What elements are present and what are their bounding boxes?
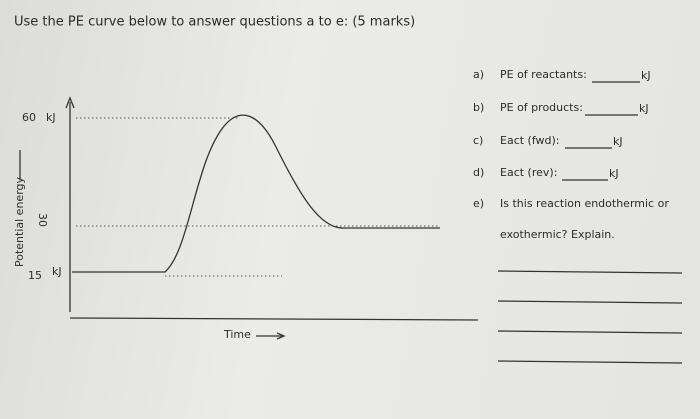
letter: b) [473, 101, 484, 114]
letter: e) [473, 197, 484, 210]
question-c: c) Eact (fwd): kJ [473, 134, 623, 149]
x-axis-label: Time [223, 328, 251, 341]
answer-line [497, 270, 683, 274]
label-arrow [276, 332, 286, 340]
x-axis [69, 317, 479, 321]
title: Use the PE curve below to answer questio… [14, 15, 415, 30]
question-text: PE of products: [500, 101, 583, 114]
unit: kJ [639, 102, 649, 115]
letter: d) [473, 166, 484, 179]
question-e: e) Is this reaction endothermic or exoth… [473, 197, 669, 241]
question-b: b) PE of products: kJ [473, 101, 649, 116]
level-unit: kJ [52, 265, 62, 278]
question-text: PE of reactants: [500, 68, 587, 81]
question-text: Is this reaction endothermic or [500, 197, 669, 210]
question-a: a) PE of reactants: kJ [473, 68, 651, 83]
level-value: 15 [28, 269, 42, 282]
level-value: 60 [22, 111, 36, 124]
answer-line [497, 360, 683, 364]
level-value: 30 [36, 213, 49, 227]
question-text: exothermic? Explain. [500, 228, 615, 241]
answer-line [497, 300, 683, 304]
unit: kJ [641, 69, 651, 82]
question-d: d) Eact (rev): kJ [473, 166, 619, 181]
unit: kJ [613, 135, 623, 148]
pe-curve [72, 114, 440, 273]
unit: kJ [609, 167, 619, 180]
question-text: Eact (fwd): [500, 134, 560, 147]
y-axis-label: Potential energy [13, 177, 26, 268]
question-text: Eact (rev): [500, 166, 557, 179]
level-unit: kJ [46, 111, 56, 124]
letter: c) [473, 134, 483, 147]
letter: a) [473, 68, 484, 81]
answer-line [497, 330, 683, 334]
y-arrow [65, 96, 75, 109]
